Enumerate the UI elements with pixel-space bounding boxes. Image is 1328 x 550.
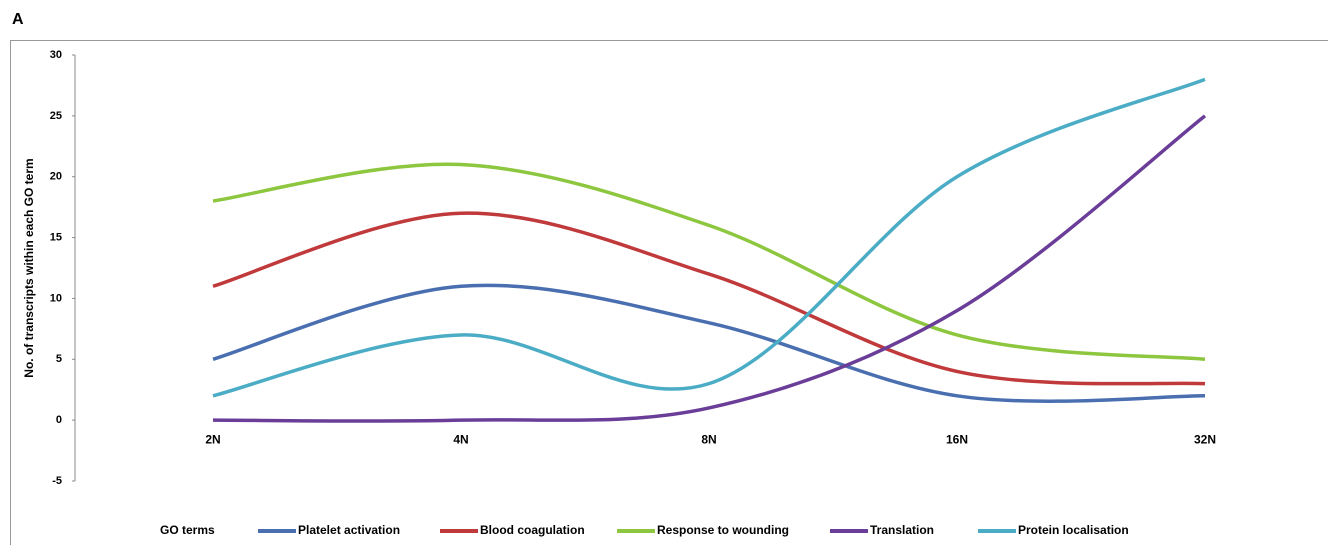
series-line — [213, 116, 1205, 421]
series-line — [213, 79, 1205, 395]
legend-label: Protein localisation — [1018, 523, 1129, 537]
legend-label: Blood coagulation — [480, 523, 585, 537]
x-tick-label: 8N — [701, 432, 716, 446]
y-tick-label: 15 — [50, 231, 62, 243]
x-tick-label: 2N — [205, 432, 220, 446]
legend-label: Platelet activation — [298, 523, 400, 537]
y-tick-label: 10 — [50, 292, 62, 304]
y-tick-label: 0 — [56, 414, 62, 426]
legend-label: Response to wounding — [657, 523, 789, 537]
series-line — [213, 164, 1205, 359]
y-tick-label: 5 — [56, 353, 62, 365]
x-tick-label: 32N — [1194, 432, 1216, 446]
y-tick-label: 30 — [50, 49, 62, 61]
panel-label: A — [12, 11, 24, 28]
y-tick-label: 20 — [50, 171, 62, 183]
y-tick-label: 25 — [50, 110, 62, 122]
y-tick-label: -5 — [52, 475, 62, 487]
legend-title: GO terms — [160, 523, 215, 537]
x-tick-label: 4N — [453, 432, 468, 446]
legend-label: Translation — [870, 523, 934, 537]
y-axis-label: No. of transcripts within each GO term — [22, 158, 36, 377]
x-tick-label: 16N — [946, 432, 968, 446]
frame — [11, 41, 1328, 546]
